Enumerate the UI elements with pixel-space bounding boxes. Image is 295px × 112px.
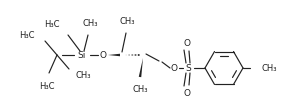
Text: S: S: [185, 64, 191, 72]
Text: Si: Si: [78, 51, 86, 59]
Polygon shape: [139, 58, 143, 77]
Text: CH₃: CH₃: [262, 64, 278, 72]
Text: H₃C: H₃C: [39, 82, 55, 91]
Text: CH₃: CH₃: [75, 70, 91, 80]
Text: O: O: [183, 39, 191, 47]
Text: O: O: [99, 51, 106, 59]
Polygon shape: [135, 54, 136, 56]
Text: O: O: [183, 88, 191, 98]
Text: H₃C: H₃C: [19, 30, 35, 40]
Text: CH₃: CH₃: [119, 17, 135, 26]
Text: CH₃: CH₃: [132, 85, 148, 94]
Polygon shape: [131, 55, 133, 56]
Text: H₃C: H₃C: [45, 20, 60, 29]
Text: O: O: [171, 64, 178, 72]
Polygon shape: [138, 54, 140, 56]
Text: CH₃: CH₃: [82, 19, 98, 28]
Polygon shape: [108, 54, 120, 56]
